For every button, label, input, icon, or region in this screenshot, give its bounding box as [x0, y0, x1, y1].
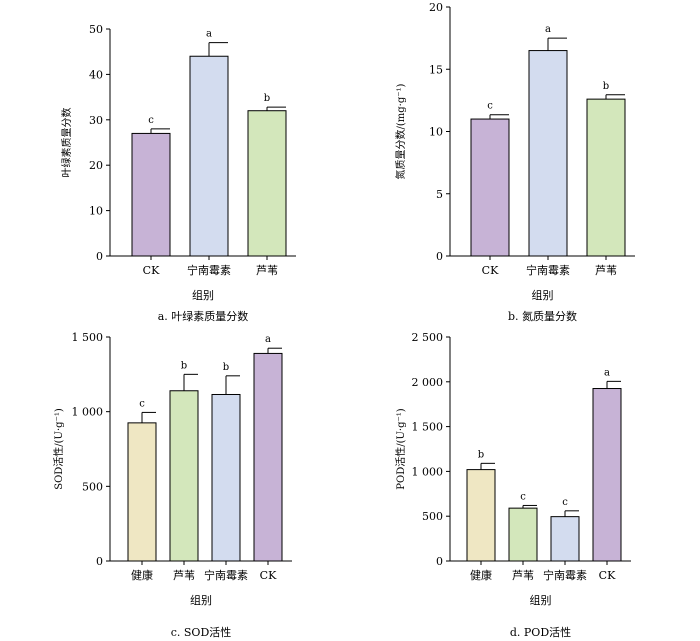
- y-tick-label: 1 500: [72, 331, 104, 344]
- significance-letter: a: [265, 334, 271, 345]
- y-axis-title: POD活性/(U·g⁻¹): [394, 408, 407, 490]
- y-tick-label: 1 500: [412, 421, 444, 434]
- x-tick-label: CK: [143, 264, 160, 277]
- x-tick-label: 宁南霉素: [543, 568, 587, 582]
- y-tick-label: 500: [82, 480, 103, 493]
- y-tick-label: 40: [89, 68, 103, 81]
- y-axis-title: SOD活性/(U·g⁻¹): [52, 408, 65, 490]
- x-axis-title: 组别: [530, 593, 552, 607]
- significance-letter: c: [520, 491, 526, 502]
- panel-caption: a. 叶绿素质量分数: [158, 309, 249, 323]
- panel-caption: c. SOD活性: [171, 625, 232, 639]
- panel-caption: b. 氮质量分数: [508, 309, 577, 323]
- x-tick-label: 健康: [131, 568, 153, 582]
- x-tick-label: CK: [260, 569, 277, 582]
- chart-panel-d: 0 500 1 000 1 500 2 000 2 500 POD活性/(U·g⁻¹) b 健康…: [394, 331, 631, 639]
- significance-letter: c: [487, 101, 493, 112]
- x-tick-label: 芦苇: [256, 263, 278, 277]
- significance-letter: a: [545, 24, 551, 35]
- bar: [466, 469, 496, 562]
- y-tick-label: 0: [96, 250, 103, 263]
- bar: [508, 507, 538, 562]
- y-tick-label: 20: [89, 159, 103, 172]
- y-axis-title: 氮质量分数/(mg·g⁻¹): [394, 83, 407, 179]
- bar: [470, 118, 510, 257]
- y-tick-label: 30: [89, 114, 103, 127]
- x-axis-title: 组别: [190, 593, 212, 607]
- bar: [592, 388, 622, 562]
- significance-letter: b: [223, 362, 229, 373]
- y-tick-label: 50: [89, 23, 103, 36]
- y-tick-label: 2 000: [412, 376, 444, 389]
- bar: [247, 110, 287, 257]
- significance-letter: b: [264, 93, 270, 104]
- significance-letter: c: [139, 398, 145, 409]
- significance-letter: a: [206, 29, 212, 40]
- bar: [528, 50, 568, 257]
- x-axis-title: 组别: [192, 288, 214, 302]
- bar: [127, 422, 157, 562]
- significance-letter: c: [562, 497, 568, 508]
- y-tick-label: 10: [429, 126, 443, 139]
- bar: [253, 352, 283, 562]
- y-tick-label: 0: [436, 250, 443, 263]
- bar: [189, 55, 229, 257]
- x-tick-label: 芦苇: [173, 568, 195, 582]
- y-tick-label: 1 000: [72, 406, 104, 419]
- x-tick-label: CK: [482, 264, 499, 277]
- y-tick-label: 10: [89, 205, 103, 218]
- x-tick-label: 健康: [470, 568, 492, 582]
- x-tick-label: 芦苇: [595, 263, 617, 277]
- significance-letter: c: [148, 115, 154, 126]
- y-axis-title: 叶绿素质量分数: [60, 108, 73, 178]
- x-tick-label: 宁南霉素: [526, 263, 570, 277]
- x-tick-label: 宁南霉素: [204, 568, 248, 582]
- bar: [211, 393, 241, 562]
- chart-panel-c: 0 500 1 000 1 500 SOD活性/(U·g⁻¹) c 健康 b 芦苇 b 宁南霉素 a C…: [52, 331, 292, 639]
- bar: [586, 98, 626, 257]
- y-tick-label: 15: [429, 63, 443, 76]
- significance-letter: b: [603, 81, 609, 92]
- significance-letter: a: [604, 367, 610, 378]
- y-tick-label: 1 000: [412, 465, 444, 478]
- bar: [131, 132, 171, 257]
- x-tick-label: 宁南霉素: [187, 263, 231, 277]
- x-axis-title: 组别: [532, 288, 554, 302]
- panel-caption: d. POD活性: [510, 625, 571, 639]
- x-tick-label: 芦苇: [512, 568, 534, 582]
- y-tick-label: 0: [436, 555, 443, 568]
- y-tick-label: 0: [96, 555, 103, 568]
- significance-letter: b: [478, 449, 484, 460]
- bar: [550, 516, 580, 562]
- y-tick-label: 5: [436, 188, 443, 201]
- x-tick-label: CK: [599, 569, 616, 582]
- significance-letter: b: [181, 360, 187, 371]
- bar: [169, 390, 199, 562]
- y-tick-label: 20: [429, 1, 443, 14]
- y-tick-label: 2 500: [412, 331, 444, 344]
- y-tick-label: 500: [422, 510, 443, 523]
